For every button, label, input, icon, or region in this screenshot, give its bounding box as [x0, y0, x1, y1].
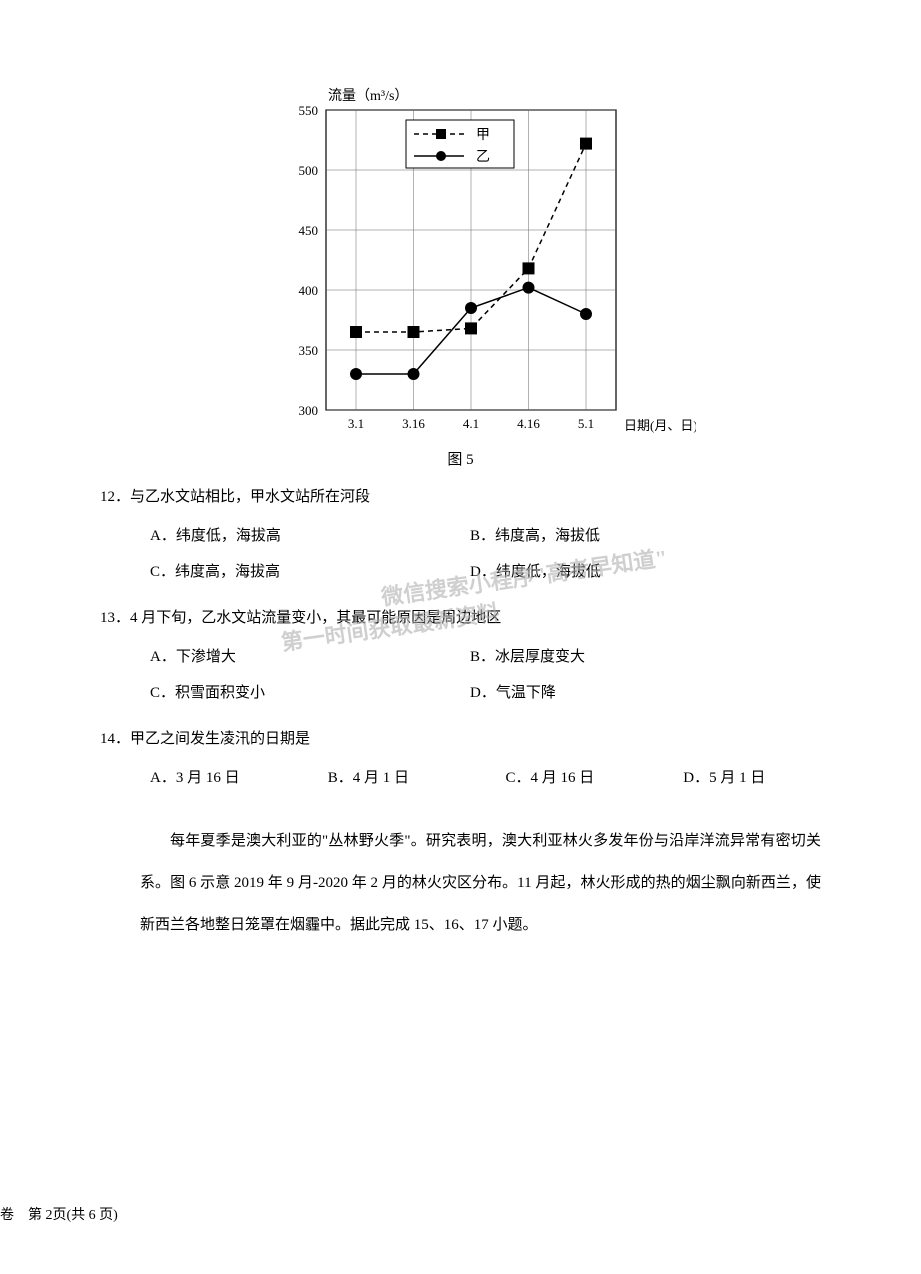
- q14-options: A．3 月 16 日 B．4 月 1 日 C．4 月 16 日 D．5 月 1 …: [150, 760, 861, 796]
- chart-caption: 图 5: [236, 448, 686, 469]
- q12-stem: 12．与乙水文站相比，甲水文站所在河段: [100, 481, 861, 514]
- svg-text:5.1: 5.1: [577, 416, 593, 431]
- q13-b: B．冰层厚度变大: [470, 639, 790, 675]
- q13-stem: 13．4 月下旬，乙水文站流量变小，其最可能原因是周边地区: [100, 602, 861, 635]
- svg-text:3.1: 3.1: [347, 416, 363, 431]
- q13-c: C．积雪面积变小: [150, 675, 470, 711]
- svg-text:3.16: 3.16: [402, 416, 425, 431]
- svg-text:350: 350: [298, 343, 318, 358]
- q12-d: D．纬度低，海拔低: [470, 554, 790, 590]
- q12-b: B．纬度高，海拔低: [470, 518, 790, 554]
- svg-text:乙: 乙: [476, 149, 490, 165]
- q13-a: A．下渗增大: [150, 639, 470, 675]
- svg-text:450: 450: [298, 223, 318, 238]
- svg-text:4.16: 4.16: [517, 416, 540, 431]
- svg-text:300: 300: [298, 403, 318, 418]
- q13-options: A．下渗增大 B．冰层厚度变大 C．积雪面积变小 D．气温下降: [150, 639, 861, 711]
- svg-text:4.1: 4.1: [462, 416, 478, 431]
- svg-text:500: 500: [298, 163, 318, 178]
- chart-container: 流量（m³/s） 300 350 400 450 500 550 3.1 3.16 4.1 4.…: [236, 80, 686, 469]
- svg-text:流量（m³/s）: 流量（m³/s）: [328, 88, 408, 104]
- svg-text:日期(月、日): 日期(月、日): [624, 418, 696, 433]
- flow-chart: 流量（m³/s） 300 350 400 450 500 550 3.1 3.16 4.1 4.…: [236, 80, 696, 440]
- svg-text:甲: 甲: [476, 128, 490, 143]
- svg-text:400: 400: [298, 283, 318, 298]
- q12-c: C．纬度高，海拔高: [150, 554, 470, 590]
- q14-d: D．5 月 1 日: [683, 760, 861, 796]
- q14-b: B．4 月 1 日: [328, 760, 506, 796]
- q14-c: C．4 月 16 日: [506, 760, 684, 796]
- page-footer: 卷 第 2页(共 6 页): [0, 1204, 118, 1224]
- passage-text: 每年夏季是澳大利亚的"丛林野火季"。研究表明，澳大利亚林火多发年份与沿岸洋流异常…: [140, 820, 821, 946]
- q12-options: A．纬度低，海拔高 B．纬度高，海拔低 C．纬度高，海拔高 D．纬度低，海拔低: [150, 518, 861, 590]
- q12-a: A．纬度低，海拔高: [150, 518, 470, 554]
- q14-a: A．3 月 16 日: [150, 760, 328, 796]
- q14-stem: 14．甲乙之间发生凌汛的日期是: [100, 723, 861, 756]
- q13-d: D．气温下降: [470, 675, 790, 711]
- svg-text:550: 550: [298, 103, 318, 118]
